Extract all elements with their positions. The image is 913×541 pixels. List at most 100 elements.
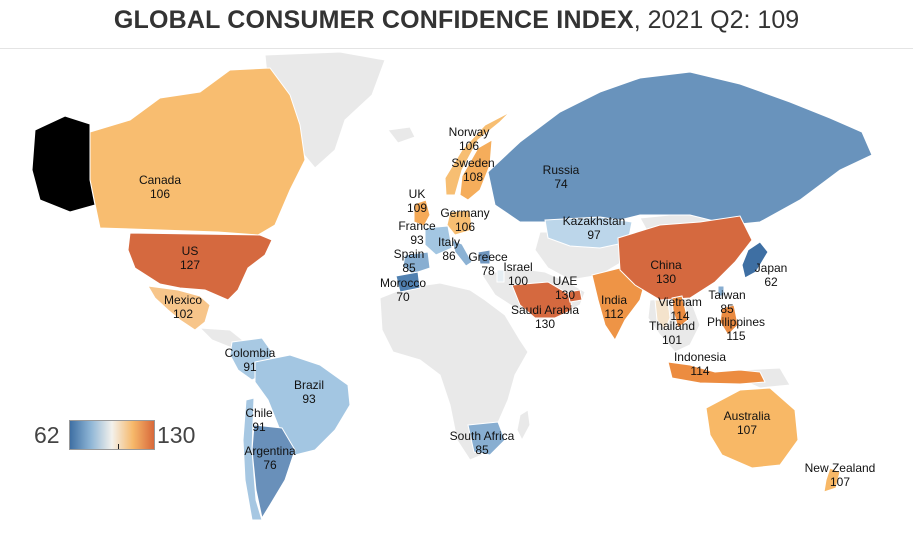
country-name-sweden: Sweden bbox=[451, 156, 494, 170]
region-spain bbox=[402, 251, 431, 275]
title-rest: , 2021 Q2: 109 bbox=[633, 6, 800, 34]
country-name-france: France bbox=[398, 219, 436, 233]
region-newzealand bbox=[823, 467, 841, 493]
country-name-us: US bbox=[182, 244, 199, 258]
country-value-indonesia: 114 bbox=[690, 364, 709, 378]
country-value-mexico: 102 bbox=[173, 307, 193, 321]
country-name-russia: Russia bbox=[543, 163, 580, 177]
region-brazil bbox=[254, 354, 351, 456]
country-name-indonesia: Indonesia bbox=[674, 350, 726, 364]
country-value-morocco: 70 bbox=[396, 290, 410, 304]
country-name-greece: Greece bbox=[468, 250, 508, 264]
region-taiwan bbox=[717, 285, 725, 297]
title-divider bbox=[0, 48, 913, 49]
country-name-japan: Japan bbox=[755, 261, 788, 275]
region-saudi bbox=[511, 281, 573, 319]
country-value-colombia: 91 bbox=[243, 360, 257, 374]
country-name-thailand: Thailand bbox=[649, 319, 695, 333]
country-name-spain: Spain bbox=[394, 247, 425, 261]
region-canada bbox=[89, 67, 306, 236]
iceland-shape bbox=[387, 126, 416, 144]
country-name-colombia: Colombia bbox=[225, 346, 276, 360]
region-alaska bbox=[31, 115, 96, 213]
country-value-australia: 107 bbox=[737, 423, 757, 437]
region-morocco bbox=[395, 271, 421, 293]
country-name-vietnam: Vietnam bbox=[658, 295, 702, 309]
madagascar-shape bbox=[516, 409, 531, 442]
country-name-chile: Chile bbox=[245, 406, 273, 420]
region-japan bbox=[741, 241, 769, 279]
region-argentina bbox=[251, 424, 296, 520]
country-labels: Canada106US127Mexico102Colombia91Brazil9… bbox=[139, 125, 875, 489]
country-name-china: China bbox=[650, 258, 682, 272]
country-name-germany: Germany bbox=[440, 206, 489, 220]
country-name-mexico: Mexico bbox=[164, 293, 202, 307]
country-value-russia: 74 bbox=[554, 177, 568, 191]
region-russia bbox=[487, 71, 873, 226]
country-value-france: 93 bbox=[410, 233, 424, 247]
legend-color-ramp bbox=[69, 420, 155, 450]
country-name-australia: Australia bbox=[724, 409, 771, 423]
country-value-new-zealand: 107 bbox=[830, 475, 850, 489]
region-vietnam bbox=[671, 295, 689, 329]
country-value-greece: 78 bbox=[481, 264, 495, 278]
region-thailand bbox=[654, 299, 671, 331]
country-name-uae: UAE bbox=[553, 274, 578, 288]
country-value-philippines: 115 bbox=[726, 329, 745, 343]
country-name-argentina: Argentina bbox=[244, 444, 296, 458]
region-indonesia bbox=[667, 361, 766, 385]
region-australia bbox=[705, 387, 799, 469]
region-china bbox=[617, 215, 753, 301]
country-value-thailand: 101 bbox=[662, 333, 682, 347]
chart-title: GLOBAL CONSUMER CONFIDENCE INDEX, 2021 Q… bbox=[0, 6, 913, 35]
country-name-india: India bbox=[601, 293, 627, 307]
country-name-taiwan: Taiwan bbox=[708, 288, 745, 302]
country-value-uk: 109 bbox=[407, 201, 427, 215]
country-value-chile: 91 bbox=[252, 420, 266, 434]
region-france bbox=[424, 225, 453, 256]
country-value-vietnam: 114 bbox=[670, 309, 689, 323]
africa-shape bbox=[379, 282, 529, 461]
country-value-norway: 106 bbox=[459, 139, 479, 153]
country-name-brazil: Brazil bbox=[294, 378, 324, 392]
country-value-india: 112 bbox=[604, 307, 623, 321]
legend-tick bbox=[118, 444, 119, 449]
country-name-israel: Israel bbox=[503, 260, 532, 274]
country-name-morocco: Morocco bbox=[380, 276, 426, 290]
country-name-south-africa: South Africa bbox=[450, 429, 515, 443]
country-value-argentina: 76 bbox=[263, 458, 277, 472]
country-value-canada: 106 bbox=[150, 187, 170, 201]
country-value-china: 130 bbox=[656, 272, 676, 286]
country-value-brazil: 93 bbox=[302, 392, 316, 406]
country-value-israel: 100 bbox=[508, 274, 528, 288]
country-name-philippines: Philippines bbox=[707, 315, 765, 329]
region-kazakhstan bbox=[544, 216, 633, 249]
region-greece bbox=[477, 249, 491, 265]
region-germany bbox=[446, 209, 473, 236]
country-name-new-zealand: New Zealand bbox=[805, 461, 876, 475]
region-uk bbox=[413, 199, 431, 227]
country-name-canada: Canada bbox=[139, 173, 181, 187]
region-norway bbox=[444, 111, 511, 196]
country-value-sweden: 108 bbox=[463, 170, 483, 184]
country-value-germany: 106 bbox=[455, 220, 475, 234]
country-value-italy: 86 bbox=[442, 249, 456, 263]
region-us bbox=[127, 232, 273, 301]
region-israel bbox=[496, 269, 505, 283]
country-value-spain: 85 bbox=[402, 261, 416, 275]
country-name-saudi-arabia: Saudi Arabia bbox=[511, 303, 579, 317]
region-philippines bbox=[719, 304, 739, 336]
country-name-uk: UK bbox=[409, 187, 426, 201]
country-value-us: 127 bbox=[180, 258, 200, 272]
region-mexico bbox=[147, 285, 211, 331]
region-italy bbox=[451, 239, 473, 267]
country-value-uae: 130 bbox=[555, 288, 575, 302]
region-sweden bbox=[459, 139, 493, 201]
country-name-kazakhstan: Kazakhstan bbox=[563, 214, 626, 228]
country-value-south-africa: 85 bbox=[475, 443, 489, 457]
country-name-norway: Norway bbox=[449, 125, 490, 139]
title-strong: GLOBAL CONSUMER CONFIDENCE INDEX bbox=[113, 6, 634, 34]
country-value-saudi-arabia: 130 bbox=[535, 317, 555, 331]
legend-max-label: 130 bbox=[157, 422, 196, 448]
